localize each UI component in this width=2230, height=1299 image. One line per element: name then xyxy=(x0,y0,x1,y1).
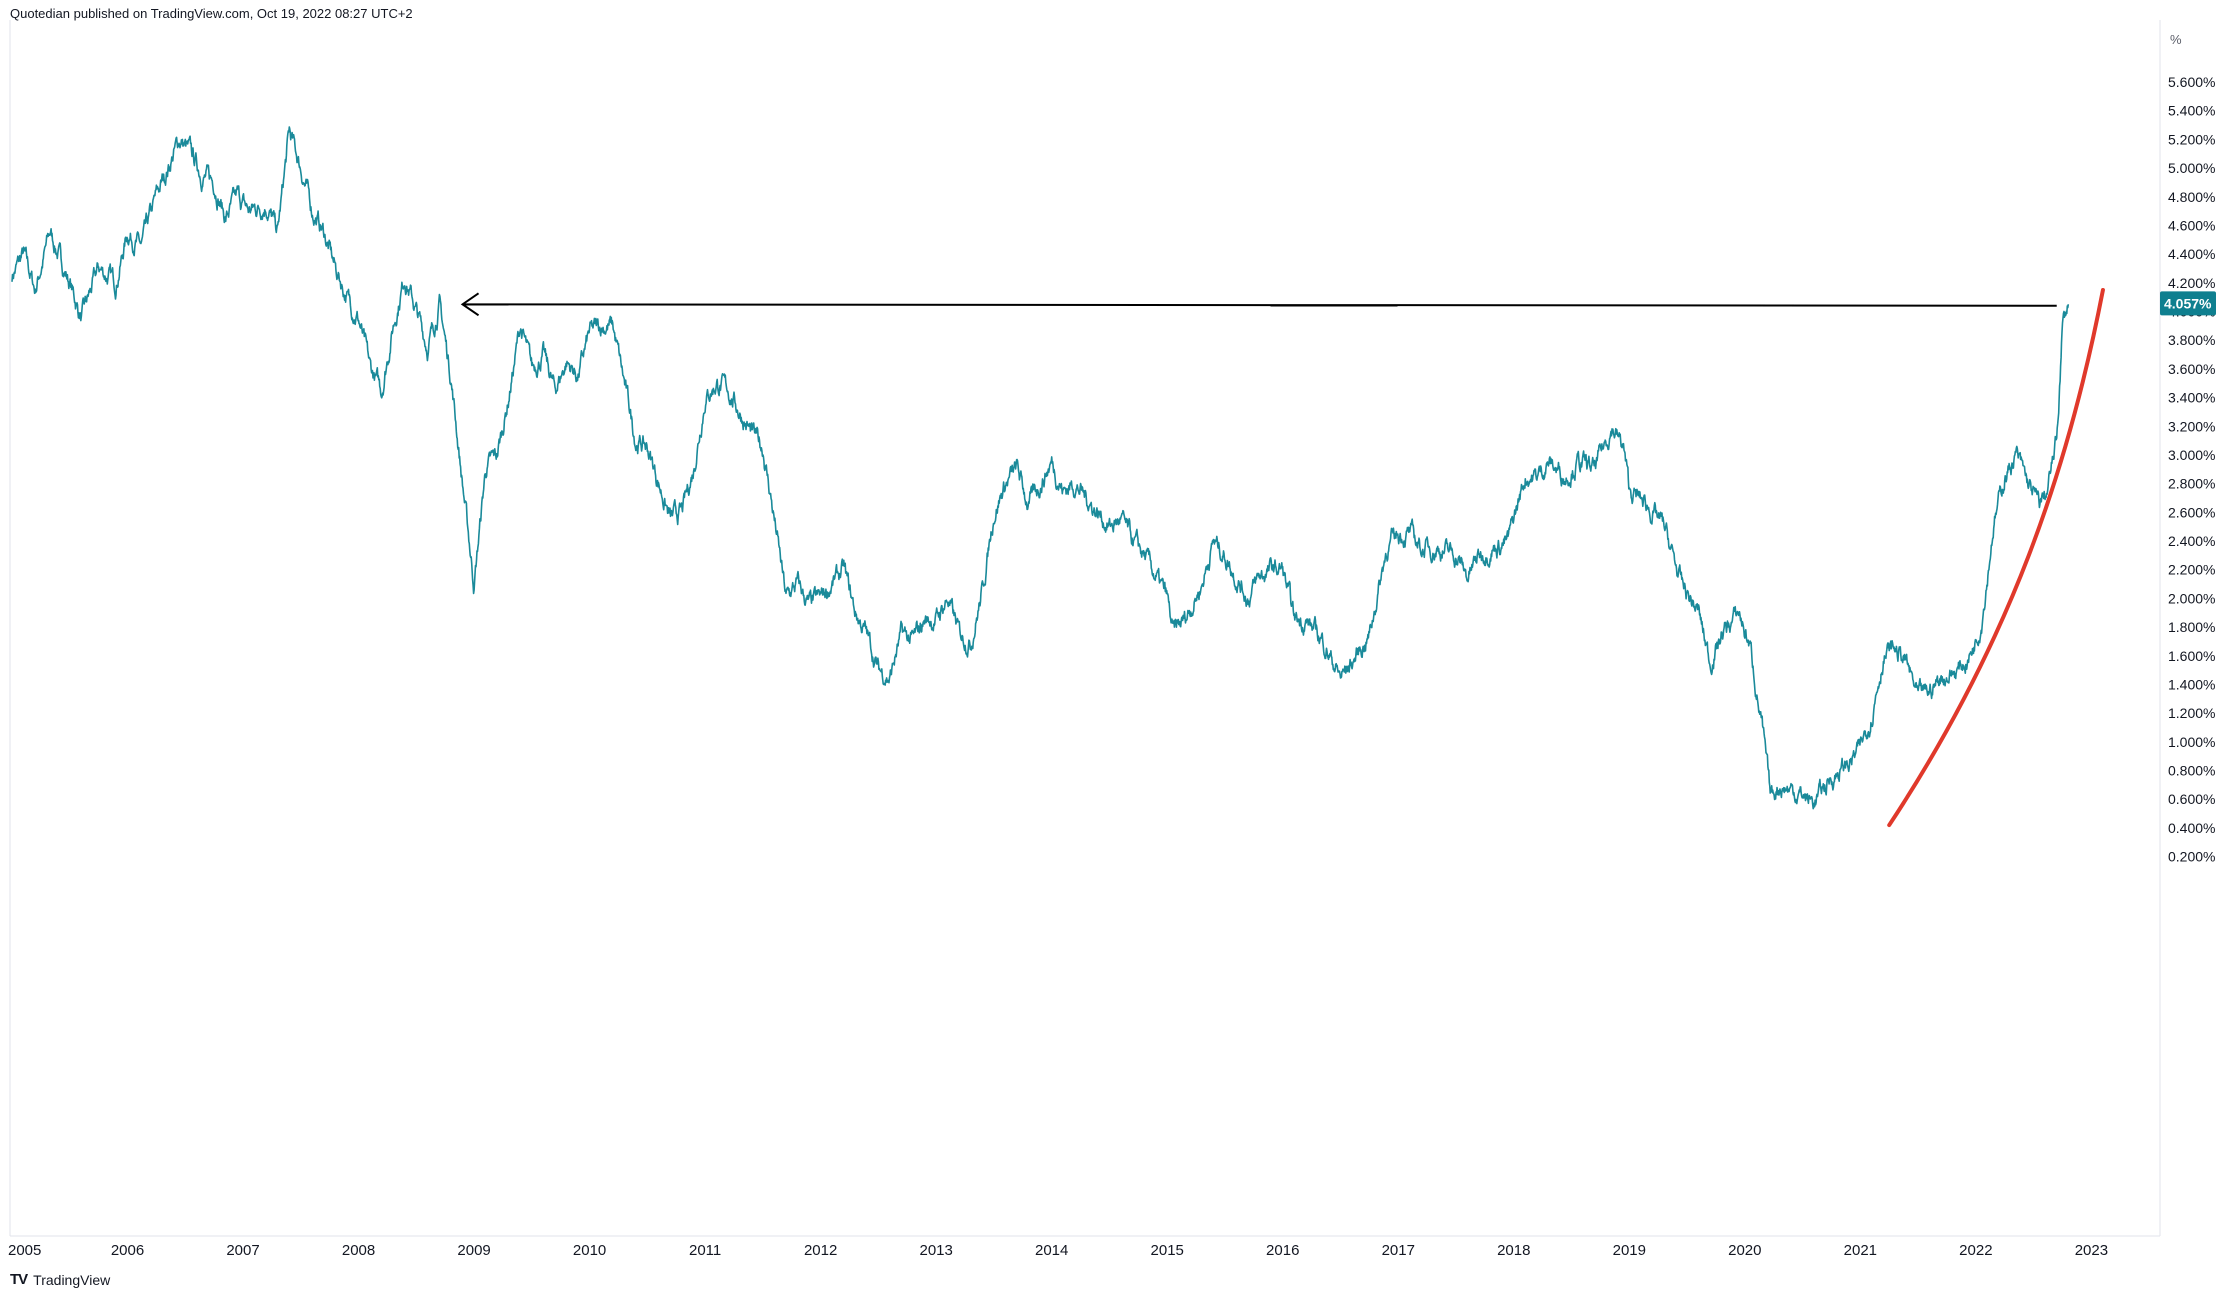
y-tick-label: 3.200% xyxy=(2168,418,2215,434)
y-tick-label: 5.600% xyxy=(2168,74,2215,90)
y-tick-label: 0.600% xyxy=(2168,791,2215,807)
plot-area xyxy=(11,126,2070,810)
series-line xyxy=(11,126,2070,810)
x-tick-label: 2019 xyxy=(1613,1242,1646,1259)
y-tick-label: 1.800% xyxy=(2168,619,2215,635)
publish-info: Quotedian published on TradingView.com, … xyxy=(10,6,413,21)
y-tick-label: 3.800% xyxy=(2168,332,2215,348)
y-tick-label: 2.800% xyxy=(2168,476,2215,492)
y-tick-label: 2.600% xyxy=(2168,504,2215,520)
last-value-label: 4.057% xyxy=(2164,295,2212,311)
x-tick-label: 2008 xyxy=(342,1242,375,1259)
annotations xyxy=(460,288,2105,828)
y-tick-label: 0.800% xyxy=(2168,763,2215,779)
y-tick-label: 4.200% xyxy=(2168,275,2215,291)
y-tick-label: 4.800% xyxy=(2168,189,2215,205)
y-tick-label: 1.600% xyxy=(2168,648,2215,664)
tradingview-logo-icon: TV xyxy=(10,1271,28,1288)
y-tick-label: 3.600% xyxy=(2168,361,2215,377)
y-tick-label: 0.400% xyxy=(2168,820,2215,836)
y-tick-label: 2.400% xyxy=(2168,533,2215,549)
y-tick-label: 5.000% xyxy=(2168,160,2215,176)
y-tick-label: 1.200% xyxy=(2168,705,2215,721)
trend-curve xyxy=(1887,288,2105,828)
x-tick-label: 2018 xyxy=(1497,1242,1530,1259)
arrow-line xyxy=(462,303,2057,307)
x-tick-label: 2007 xyxy=(226,1242,259,1259)
x-tick-label: 2023 xyxy=(2075,1242,2108,1259)
last-value-badge xyxy=(2160,291,2216,316)
x-tick-label: 2014 xyxy=(1035,1242,1068,1259)
x-tick-label: 2010 xyxy=(573,1242,606,1259)
x-tick-label: 2006 xyxy=(111,1242,144,1259)
x-tick-label: 2021 xyxy=(1844,1242,1877,1259)
tradingview-logo[interactable]: TV TradingView xyxy=(10,1271,110,1288)
x-tick-label: 2022 xyxy=(1959,1242,1992,1259)
arrow-head xyxy=(460,292,480,317)
y-tick-label: 4.600% xyxy=(2168,217,2215,233)
y-tick-label: 1.400% xyxy=(2168,676,2215,692)
y-tick-label: 5.200% xyxy=(2168,131,2215,147)
x-axis: 2005 2006 2007 2008 2009 2010 2011 2012 2013 2014… xyxy=(8,20,2160,1259)
y-axis-unit: % xyxy=(2170,32,2182,47)
y-tick-label: 5.400% xyxy=(2168,103,2215,119)
y-tick-label: 2.200% xyxy=(2168,562,2215,578)
x-tick-label: 2009 xyxy=(457,1242,490,1259)
y-tick-label: 3.000% xyxy=(2168,447,2215,463)
y-tick-label: 0.200% xyxy=(2168,849,2215,865)
y-tick-label: 4.400% xyxy=(2168,246,2215,262)
x-tick-label: 2020 xyxy=(1728,1242,1761,1259)
x-tick-label: 2011 xyxy=(689,1242,721,1259)
x-tick-label: 2016 xyxy=(1266,1242,1299,1259)
tradingview-logo-text: TradingView xyxy=(33,1271,111,1288)
x-tick-label: 2005 xyxy=(8,1242,41,1259)
y-axis: % 5.600% 5.400% 5.200% 5.000% 4.800% 4.600% 4.… xyxy=(2159,20,2215,1236)
y-tick-label: 3.400% xyxy=(2168,390,2215,406)
x-tick-label: 2017 xyxy=(1382,1242,1415,1259)
last-value-marker: 4.057% xyxy=(2160,291,2216,316)
y-tick-label: 2.000% xyxy=(2168,590,2215,606)
x-tick-label: 2015 xyxy=(1151,1242,1184,1259)
y-tick-label: 1.000% xyxy=(2168,734,2215,750)
x-tick-label: 2012 xyxy=(804,1242,837,1259)
x-tick-label: 2013 xyxy=(919,1242,952,1259)
